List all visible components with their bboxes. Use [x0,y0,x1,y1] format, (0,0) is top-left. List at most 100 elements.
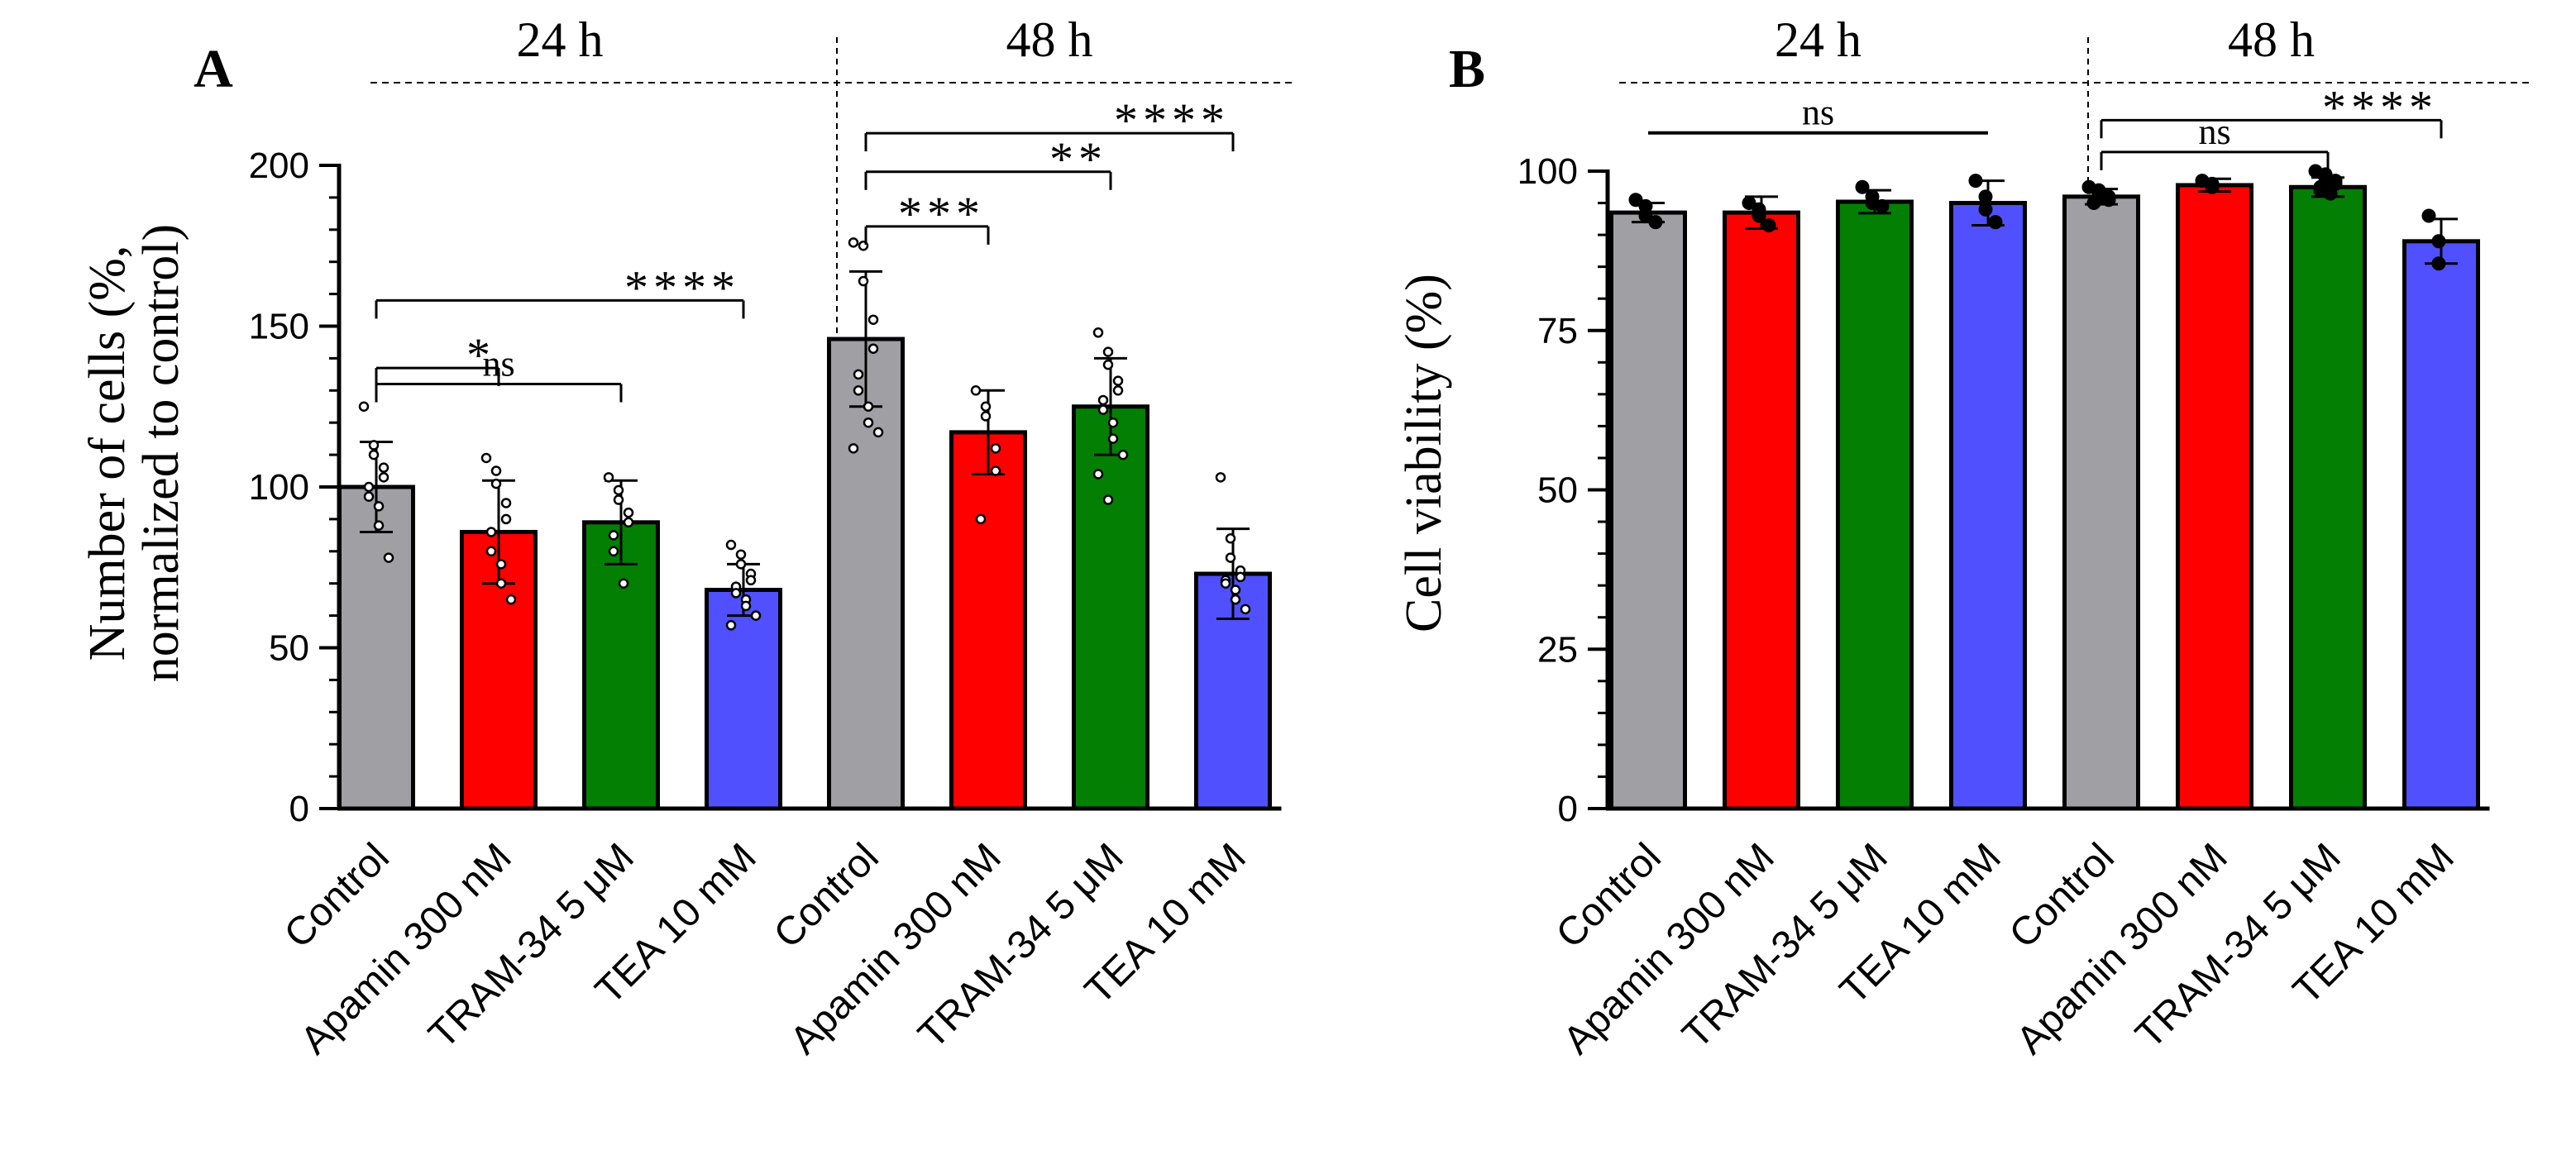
x-tick-label: Apamin 300 nM [293,835,520,1062]
bar [1072,404,1149,811]
y-axis-title: Cell viability (%) [1396,274,1452,632]
data-point [1117,449,1129,461]
data-point [1107,433,1119,444]
data-point [1855,179,1870,194]
data-point [730,588,742,599]
x-tick-label: Control [276,835,398,957]
data-point [867,343,879,354]
data-point [1752,208,1766,223]
group-label: 48 h [1006,12,1093,67]
data-point [740,600,752,612]
data-point [735,549,747,560]
data-point [2431,234,2446,249]
data-point [1968,174,1983,189]
data-point [750,610,762,621]
data-point [373,520,385,531]
y-tick-label: 25 [1537,629,1578,670]
data-point [1648,215,1663,230]
data-point [378,462,390,473]
data-point [368,440,380,451]
significance-label: *** [898,187,985,241]
data-point [735,559,747,570]
panel-letter: A [194,39,233,99]
bar [705,587,782,811]
data-point [603,472,614,483]
data-point [383,552,394,563]
y-tick-label: 100 [249,467,309,508]
y-tick-label: 100 [1517,151,1578,192]
data-point [480,452,492,464]
y-tick-label: 50 [269,628,309,669]
data-point [980,411,992,422]
significance-label: ns [482,344,514,384]
bar [337,484,415,811]
data-point [363,491,375,502]
data-point [485,527,497,537]
y-tick-label: 50 [1537,470,1578,511]
data-point [1225,532,1236,544]
data-point [980,401,992,412]
data-point [495,559,507,570]
data-point [1225,552,1236,563]
data-point [1988,215,2003,230]
bar [2062,194,2140,811]
data-point [858,275,869,287]
data-point [1112,385,1124,396]
y-axis-title-line-2: normalized to control) [133,224,189,682]
data-point [1628,193,1643,208]
data-point [363,481,375,493]
data-point [1092,469,1104,480]
data-point [867,314,879,325]
data-point [608,530,619,541]
data-point [2421,208,2436,223]
x-tick-label: TRAM-34 5 μM [910,835,1132,1057]
data-point [378,472,390,483]
data-point [1875,198,1890,213]
bar [2402,239,2480,811]
data-point [725,539,737,551]
y-tick-label: 0 [289,789,309,829]
bar [949,430,1027,811]
data-point [608,546,619,557]
data-point [990,443,1001,454]
significance-label: **** [624,260,740,314]
data-point [1742,196,1756,211]
x-tick-label: TRAM-34 5 μM [2128,835,2349,1057]
data-point [1112,375,1124,386]
group-label: 24 h [517,12,604,67]
data-point [975,513,987,525]
significance-label: **** [2322,80,2438,134]
data-point [623,517,634,528]
x-tick-label: Apamin 300 nM [782,835,1010,1062]
y-axis-title: Number of cells (%, [79,246,136,661]
data-point [1638,208,1653,223]
data-point [853,385,864,396]
group-label: 24 h [1775,12,1862,67]
y-tick-label: 150 [249,307,309,347]
panel-letter: B [1449,39,1485,99]
bar [1723,210,1800,811]
data-point [505,594,517,605]
data-point [2205,179,2220,194]
y-tick-label: 75 [1537,311,1578,351]
significance-label: * [466,328,495,382]
data-point [500,498,512,508]
data-point [863,401,874,412]
significance-label: **** [1114,93,1230,147]
data-point [1092,327,1104,338]
panel-a: A 24 h 48 h Number of cells (%,normalized t… [79,12,1297,1062]
bar [1949,201,2027,811]
y-tick-label: 0 [1558,789,1578,829]
data-point [848,443,859,454]
significance-label: ns [2198,112,2230,152]
data-point [373,501,385,512]
data-point [1978,189,1993,204]
data-point [863,417,874,428]
data-point [368,449,380,461]
data-point [358,401,370,412]
data-point [1215,472,1226,483]
bar [2289,184,2367,811]
data-point [1102,359,1114,370]
data-point [990,465,1001,476]
